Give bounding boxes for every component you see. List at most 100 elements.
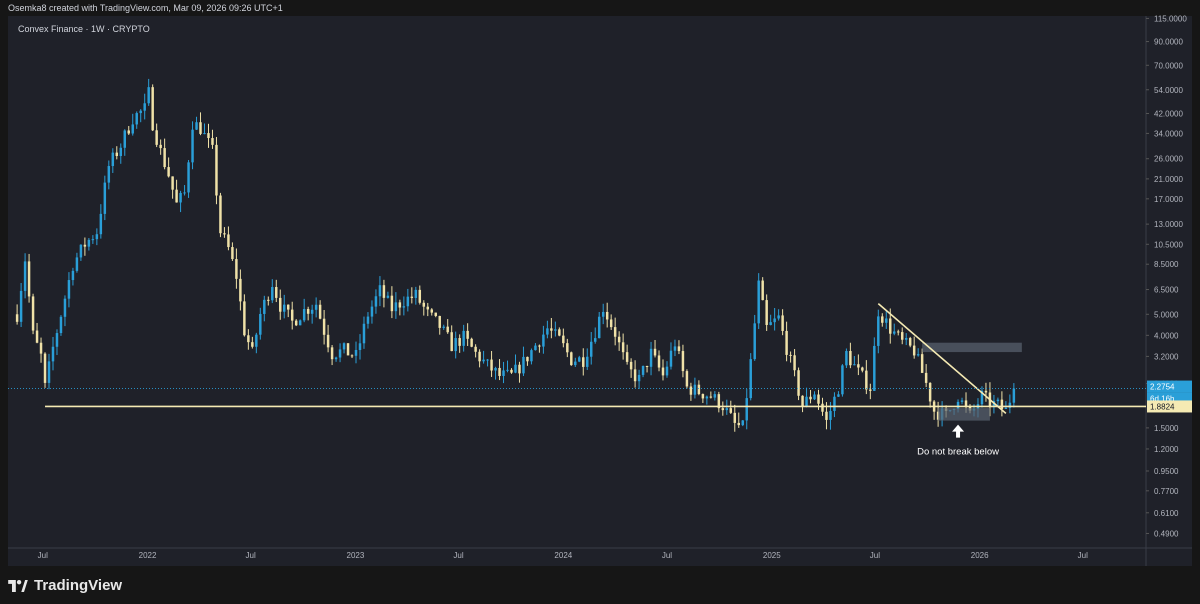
- candle-body: [597, 316, 601, 339]
- candle-body: [605, 311, 609, 320]
- candle-body: [996, 399, 1000, 402]
- candle-body: [358, 343, 362, 350]
- candle-body: [474, 346, 477, 352]
- candle-body: [904, 338, 908, 340]
- support-zone[interactable]: [938, 408, 990, 421]
- candle-body: [498, 367, 501, 376]
- candle-body: [749, 359, 752, 399]
- support-price-badge: 1.8824: [1150, 402, 1175, 411]
- candle-body: [1012, 388, 1016, 403]
- candle-body: [845, 350, 848, 366]
- candle-body: [621, 342, 625, 353]
- candle-body: [139, 110, 142, 114]
- price-tick-label: 5.0000: [1154, 310, 1179, 319]
- price-tick-label: 17.0000: [1154, 195, 1183, 204]
- candle-body: [211, 138, 214, 145]
- candle-body: [91, 239, 95, 241]
- candle-body: [590, 341, 593, 357]
- candle-body: [302, 308, 306, 321]
- candle-body: [298, 320, 302, 326]
- candle-body: [566, 343, 569, 353]
- candle-body: [494, 367, 497, 371]
- candle-body: [370, 306, 374, 317]
- candle-body: [251, 342, 254, 347]
- time-tick-label: Jul: [453, 551, 463, 560]
- candle-body: [681, 351, 685, 372]
- candle-body: [653, 348, 657, 356]
- candle-body: [326, 334, 330, 348]
- candle-body: [633, 369, 637, 382]
- candle-body: [984, 390, 988, 393]
- candle-body: [753, 323, 756, 360]
- candle-body: [717, 394, 721, 409]
- candle-body: [729, 408, 733, 413]
- candle-body: [522, 356, 525, 374]
- candle-body: [964, 400, 968, 407]
- candle-body: [725, 408, 729, 411]
- candle-body: [482, 359, 485, 362]
- candle-body: [534, 345, 537, 351]
- trendline[interactable]: [877, 302, 1007, 414]
- candle-body: [115, 152, 119, 156]
- candle-body: [677, 346, 681, 352]
- candle-body: [761, 280, 764, 301]
- candle-body: [235, 259, 238, 279]
- candle-body: [833, 396, 836, 411]
- candle-body: [641, 365, 645, 375]
- candle-body: [79, 244, 83, 258]
- candle-body: [837, 394, 840, 397]
- candle-body: [151, 87, 154, 131]
- candle-body: [801, 395, 804, 407]
- candle-body: [546, 328, 549, 335]
- candle-body: [111, 152, 115, 167]
- candle-body: [861, 367, 864, 371]
- candle-body: [777, 315, 780, 319]
- price-tick-label: 21.0000: [1154, 175, 1183, 184]
- candle-body: [789, 354, 792, 356]
- chart-frame[interactable]: Convex Finance · 1W · CRYPTO: [8, 16, 1192, 566]
- price-tick-label: 4.0000: [1154, 331, 1179, 340]
- candle-body: [570, 352, 573, 366]
- top-bar: Osemka8 created with TradingView.com, Ma…: [0, 0, 1200, 16]
- candle-body: [354, 349, 358, 356]
- time-tick-label: Jul: [1078, 551, 1088, 560]
- time-tick-label: 2023: [347, 551, 365, 560]
- candle-body: [207, 133, 210, 139]
- candle-body: [980, 390, 984, 405]
- candle-body: [438, 315, 441, 328]
- candle-body: [187, 162, 190, 193]
- candle-body: [518, 364, 521, 374]
- candle-body: [243, 301, 246, 336]
- author-credit: Osemka8 created with TradingView.com, Ma…: [8, 3, 283, 13]
- support-price-badge-bg: [1147, 400, 1192, 413]
- candle-body: [159, 144, 162, 149]
- candle-body: [402, 306, 406, 308]
- candles: [15, 78, 1016, 432]
- candle-body: [179, 192, 182, 203]
- candle-body: [271, 287, 274, 301]
- candle-body: [227, 234, 230, 248]
- candle-body: [737, 422, 740, 426]
- candle-body: [219, 195, 222, 234]
- time-tick-label: 2026: [971, 551, 989, 560]
- candle-body: [67, 280, 71, 299]
- candle-body: [422, 302, 426, 307]
- candle-body: [71, 270, 75, 281]
- footer: TradingView: [0, 566, 1200, 604]
- candle-body: [83, 244, 87, 247]
- candle-body: [697, 384, 701, 395]
- candle-body: [322, 318, 326, 335]
- candle-body: [526, 356, 529, 362]
- candle-body: [769, 322, 772, 325]
- candle-body: [342, 343, 346, 350]
- candle-body: [601, 311, 605, 317]
- resistance-zone[interactable]: [922, 342, 1022, 353]
- candle-body: [55, 333, 59, 347]
- candle-body: [805, 396, 808, 407]
- price-tick-label: 115.0000: [1154, 14, 1187, 23]
- candle-body: [809, 396, 812, 400]
- last-price-badge-bg: [1147, 380, 1192, 393]
- candle-body: [275, 287, 278, 298]
- candle-body: [51, 346, 55, 362]
